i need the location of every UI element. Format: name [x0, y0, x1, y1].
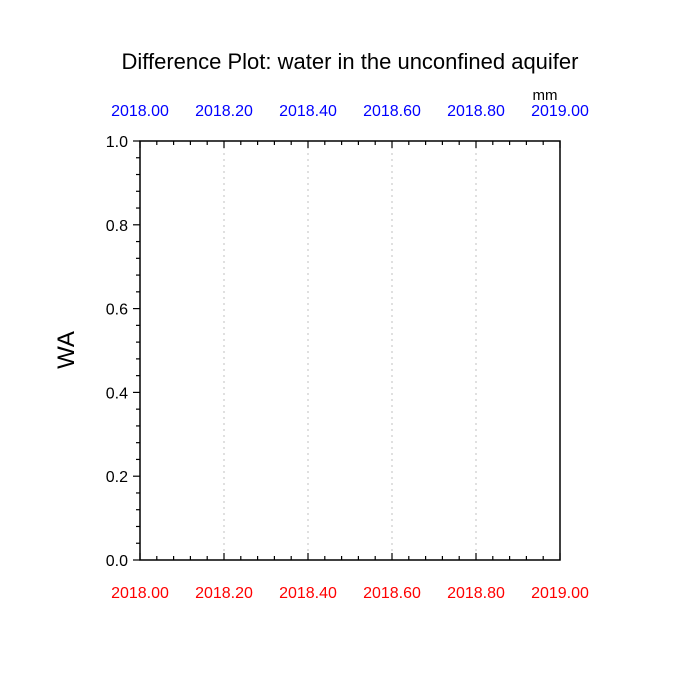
x-tick-label-bottom: 2018.20: [195, 585, 253, 602]
axis-ticks: [133, 140, 561, 561]
x-tick-label-bottom: 2018.60: [363, 585, 421, 602]
y-tick-label: 0.0: [106, 553, 128, 570]
x-tick-label-top: 2018.40: [279, 103, 337, 120]
plot-frame: [139, 140, 561, 561]
y-axis-label: WA: [53, 331, 80, 369]
y-tick-label: 0.8: [106, 218, 128, 235]
y-tick-label: 0.6: [106, 302, 128, 319]
x-tick-label-bottom: 2018.80: [447, 585, 505, 602]
x-tick-label-top: 2018.80: [447, 103, 505, 120]
x-tick-label-top: 2018.60: [363, 103, 421, 120]
units-label: mm: [533, 87, 558, 104]
x-tick-label-bottom: 2018.00: [111, 585, 169, 602]
tick-labels: 2018.00 2018.20 2018.40 2018.60 2018.80 2019.…: [106, 103, 589, 602]
grid-lines: [223, 141, 477, 560]
chart-title: Difference Plot: water in the unconfined…: [122, 49, 579, 74]
y-tick-label: 1.0: [106, 134, 128, 151]
x-tick-label-top: 2019.00: [531, 103, 589, 120]
x-tick-label-bottom: 2019.00: [531, 585, 589, 602]
x-tick-label-bottom: 2018.40: [279, 585, 337, 602]
y-tick-label: 0.4: [106, 385, 128, 402]
x-tick-label-top: 2018.20: [195, 103, 253, 120]
x-tick-label-top: 2018.00: [111, 103, 169, 120]
y-tick-label: 0.2: [106, 469, 128, 486]
